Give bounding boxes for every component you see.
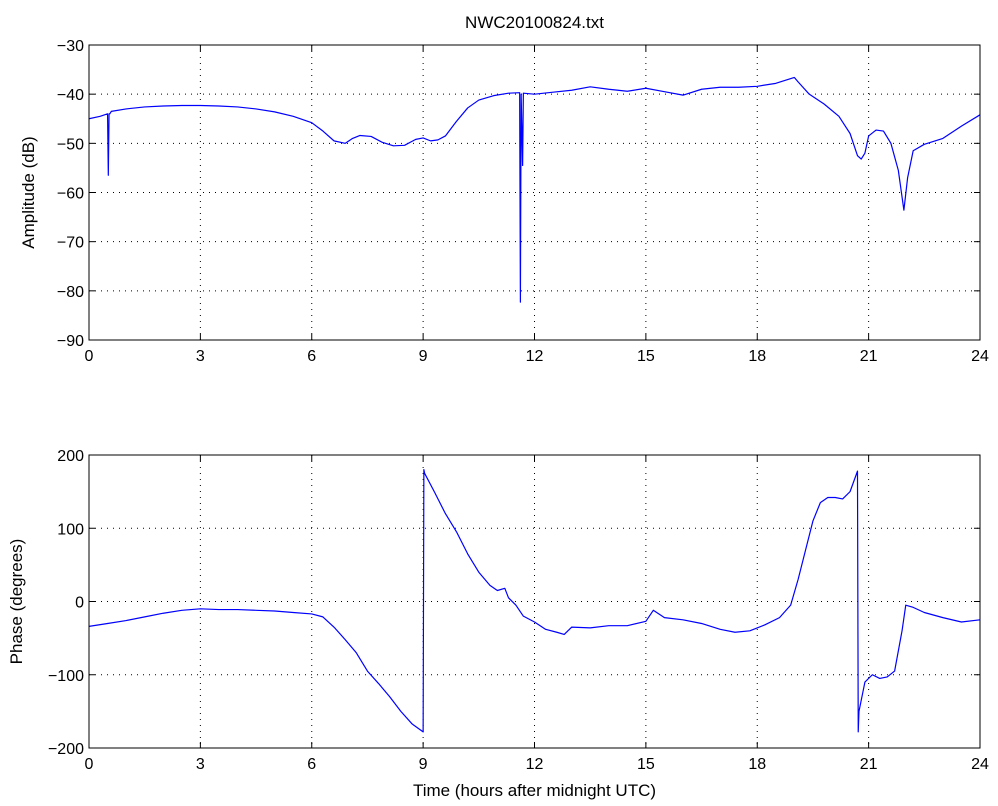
- amplitude-y-tick-label-5: −40: [57, 87, 84, 104]
- amplitude-x-tick-label-4: 12: [526, 348, 544, 365]
- amplitude-y-tick-label-0: −90: [57, 333, 84, 350]
- phase-x-tick-label-6: 18: [748, 756, 766, 773]
- amplitude-series-line: [88, 76, 981, 303]
- amplitude-x-tick-label-8: 24: [971, 348, 989, 365]
- amplitude-y-tick-label-3: −60: [57, 186, 84, 203]
- amplitude-x-tick-label-7: 21: [860, 348, 878, 365]
- phase-plot-frame: [88, 454, 981, 749]
- phase-x-tick-label-1: 3: [196, 756, 205, 773]
- phase-plot: Phase (degrees) Time (hours after midnig…: [7, 448, 989, 800]
- amplitude-y-tick-label-1: −80: [57, 284, 84, 301]
- phase-y-tick-label-3: 100: [57, 521, 84, 538]
- amplitude-x-tick-label-5: 15: [637, 348, 655, 365]
- amplitude-x-tick-label-3: 9: [419, 348, 428, 365]
- amplitude-x-tick-label-6: 18: [748, 348, 766, 365]
- amplitude-y-tick-label-4: −50: [57, 136, 84, 153]
- phase-y-tick-label-1: −100: [48, 668, 84, 685]
- phase-x-tick-label-7: 21: [860, 756, 878, 773]
- amplitude-x-tick-label-2: 6: [307, 348, 316, 365]
- amplitude-y-tick-label-6: −30: [57, 38, 84, 55]
- phase-x-tick-label-5: 15: [637, 756, 655, 773]
- phase-y-tick-label-0: −200: [48, 741, 84, 758]
- chart-title: NWC20100824.txt: [465, 13, 604, 32]
- amplitude-x-tick-label-1: 3: [196, 348, 205, 365]
- phase-y-tick-label-2: 0: [75, 595, 84, 612]
- phase-x-tick-label-4: 12: [526, 756, 544, 773]
- amplitude-plot-frame: [88, 44, 981, 341]
- phase-x-tick-label-2: 6: [307, 756, 316, 773]
- phase-x-axis-label: Time (hours after midnight UTC): [413, 781, 656, 800]
- phase-x-tick-label-3: 9: [419, 756, 428, 773]
- phase-x-tick-label-8: 24: [971, 756, 989, 773]
- phase-y-axis-label: Phase (degrees): [7, 539, 26, 665]
- phase-y-tick-label-4: 200: [57, 448, 84, 465]
- phase-x-tick-label-0: 0: [85, 756, 94, 773]
- amplitude-y-axis-label: Amplitude (dB): [19, 136, 38, 248]
- amplitude-y-tick-label-2: −70: [57, 235, 84, 252]
- phase-series-line: [88, 469, 981, 733]
- amplitude-x-tick-label-0: 0: [85, 348, 94, 365]
- amplitude-plot: NWC20100824.txt Amplitude (dB) 0 3 6 9 12 15 1…: [19, 13, 989, 365]
